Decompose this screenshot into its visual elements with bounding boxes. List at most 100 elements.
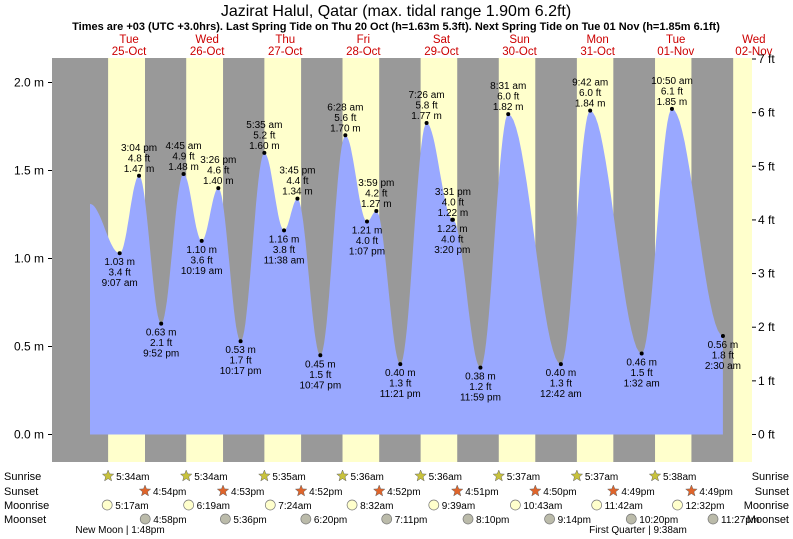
tide-label: 1.27 m — [361, 199, 392, 210]
day-name-label: Wed — [195, 34, 218, 46]
moonset-icon — [462, 513, 474, 525]
tide-label: 1.5 ft — [309, 370, 331, 381]
tide-label: 3:26 pm — [200, 155, 236, 166]
moon-phase-new: New Moon | 1:48pm — [75, 525, 164, 536]
moonset-time: 8:10pm — [476, 515, 509, 526]
day-name-label: Sat — [433, 34, 451, 46]
tide-label: 1.34 m — [282, 187, 313, 198]
y-tick-label-ft: 3 ft — [758, 267, 775, 281]
sunrise-time: 5:36am — [429, 472, 462, 483]
tide-point — [639, 351, 644, 356]
tide-label: 0.53 m — [225, 345, 256, 356]
tide-point — [159, 321, 164, 326]
moonrise-time: 12:32pm — [685, 501, 724, 512]
tide-label: 0.40 m — [546, 368, 577, 379]
day-date-label: 29-Oct — [424, 46, 459, 58]
moonset-icon — [625, 513, 637, 525]
tide-label: 1.60 m — [249, 141, 280, 152]
y-tick-label-ft: 7 ft — [758, 52, 775, 66]
sunset-icon — [606, 484, 620, 497]
tide-label: 10:50 am — [651, 76, 693, 87]
tide-point — [318, 353, 323, 358]
tide-label: 3:31 pm — [435, 187, 471, 198]
day-name-label: Thu — [275, 34, 295, 46]
tide-label: 1.10 m — [186, 245, 217, 256]
row-label-right: Moonrise — [744, 500, 789, 512]
tide-point — [199, 238, 204, 243]
tide-point — [506, 112, 511, 117]
tide-label: 1.85 m — [657, 97, 688, 108]
row-label-left: Moonrise — [4, 500, 49, 512]
y-tick-label-ft: 1 ft — [758, 374, 775, 388]
tide-label: 4.0 ft — [356, 236, 378, 247]
tide-label: 9:42 am — [572, 78, 608, 89]
sun-moon-rows: Sunrise Sunrise 5:34am 5:34am 5:35am 5:36am 5:… — [4, 469, 789, 536]
sunrise-time: 5:38am — [663, 472, 696, 483]
tide-label: 5.2 ft — [253, 130, 275, 141]
moonset-icon — [544, 513, 555, 525]
y-tick-label-m: 0.5 m — [14, 340, 44, 354]
tide-label: 12:42 am — [540, 389, 582, 400]
tide-label: 1.77 m — [411, 111, 442, 122]
moonrise-icon — [591, 499, 603, 511]
tide-label: 3.4 ft — [109, 268, 131, 279]
sunset-time: 4:51pm — [465, 487, 498, 498]
tide-label: 1.40 m — [203, 176, 234, 187]
tide-point — [450, 217, 455, 222]
moonset-icon — [300, 513, 312, 525]
moonrise-time: 9:39am — [442, 501, 475, 512]
tide-label: 1.22 m — [438, 208, 469, 219]
tide-point — [137, 173, 142, 178]
tide-point — [343, 133, 348, 138]
sunset-time: 4:52pm — [309, 487, 342, 498]
sunset-icon — [450, 484, 464, 497]
moonrise-icon — [101, 499, 113, 511]
row-label-right: Sunrise — [752, 471, 789, 483]
y-tick-label-m: 1.0 m — [14, 252, 44, 266]
sunset-time: 4:52pm — [387, 487, 420, 498]
tide-label: 3.6 ft — [191, 255, 213, 266]
sunrise-icon — [414, 469, 427, 482]
moonrise-icon — [264, 499, 276, 511]
y-tick-label-ft: 5 ft — [758, 159, 775, 173]
tide-label: 1.48 m — [168, 162, 199, 173]
tide-label: 6.1 ft — [661, 86, 683, 97]
moonrise-icon — [510, 499, 521, 511]
tide-label: 4.4 ft — [286, 176, 308, 187]
tide-label: 11:21 pm — [380, 389, 421, 400]
tide-label: 1.70 m — [330, 123, 361, 134]
moonrise-time: 10:43am — [523, 501, 562, 512]
tide-point — [374, 208, 379, 213]
y-tick-label-m: 0.0 m — [14, 428, 44, 442]
moonset-time: 5:36pm — [233, 515, 266, 526]
day-date-label: 25-Oct — [112, 46, 147, 58]
day-name-label: Fri — [357, 34, 370, 46]
tide-point — [216, 186, 221, 191]
moonset-icon — [707, 513, 719, 525]
tide-label: 4.9 ft — [172, 152, 194, 163]
tide-label: 10:17 pm — [220, 366, 262, 377]
row-label-left: Sunrise — [4, 471, 41, 483]
moonrise-icon — [346, 499, 358, 511]
day-name-label: Wed — [742, 34, 765, 46]
sunset-icon — [138, 484, 152, 497]
tide-point — [588, 108, 593, 113]
tide-label: 1:07 pm — [349, 247, 385, 258]
tide-label: 10:19 am — [181, 266, 223, 277]
tide-label: 2.1 ft — [150, 338, 172, 349]
sunset-time: 4:50pm — [543, 487, 576, 498]
chart-subtitle: Times are +03 (UTC +3.0hrs). Last Spring… — [72, 21, 720, 33]
sunrise-icon — [179, 469, 193, 482]
y-tick-label-ft: 0 ft — [758, 428, 775, 442]
sunrise-icon — [101, 469, 115, 482]
tide-point — [398, 362, 403, 367]
moonrise-time: 11:42am — [605, 501, 643, 512]
sunrise-icon — [258, 469, 271, 482]
day-date-label: 02-Nov — [735, 46, 772, 58]
tide-point — [424, 120, 429, 125]
tide-label: 5:35 am — [246, 120, 282, 131]
tide-label: 6.0 ft — [497, 92, 519, 103]
tide-label: 9:52 pm — [143, 349, 179, 360]
tide-point — [282, 228, 287, 233]
